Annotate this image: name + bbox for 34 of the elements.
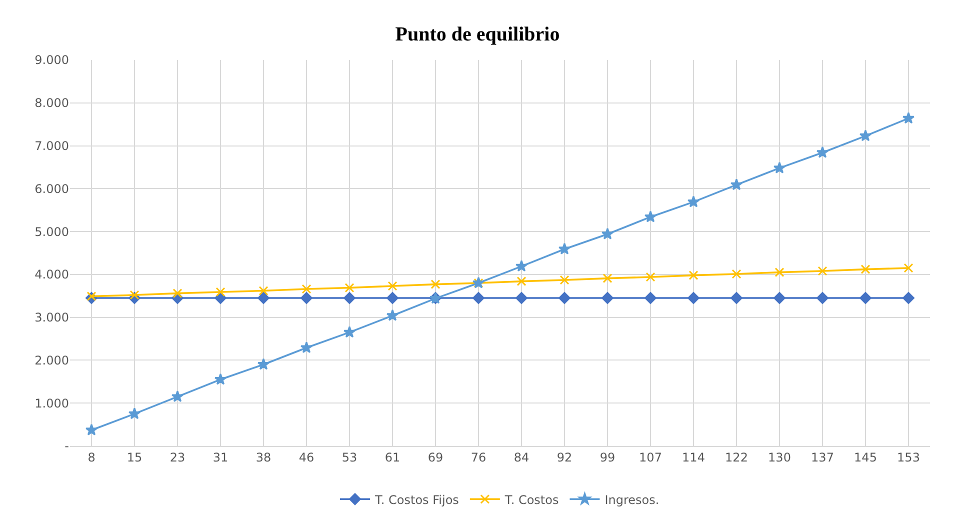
x-tick-label: 107 [639, 450, 662, 464]
x-tick-label: 130 [768, 450, 791, 464]
y-tick-label: 9.000 [34, 53, 69, 68]
chart-title: Punto de equilibrio [395, 23, 560, 46]
y-tick-label: 4.000 [34, 268, 69, 282]
x-tick-label: 76 [470, 450, 486, 464]
legend-label: T. Costos Fijos [374, 492, 459, 507]
x-tick-label: 46 [298, 450, 314, 464]
y-tick-label: 5.000 [34, 224, 69, 239]
y-tick-label: 1.000 [34, 396, 69, 410]
x-tick-label: 31 [212, 450, 228, 464]
x-tick-label: 61 [384, 450, 400, 464]
x-tick-label: 137 [811, 450, 834, 464]
x-tick-label: 122 [725, 450, 748, 464]
y-tick-label: 8.000 [34, 96, 69, 110]
y-tick-label: - [64, 439, 69, 454]
legend-label: T. Costos [504, 492, 559, 507]
x-tick-label: 23 [170, 450, 186, 464]
x-tick-label: 69 [428, 450, 444, 464]
y-tick-label: 3.000 [34, 310, 69, 325]
y-tick-label: 7.000 [34, 138, 69, 153]
x-tick-label: 15 [126, 450, 142, 464]
y-tick-label: 6.000 [34, 182, 69, 196]
y-tick-label: 2.000 [34, 353, 69, 368]
x-tick-label: 153 [897, 450, 920, 464]
x-tick-label: 145 [854, 450, 877, 464]
x-tick-label: 53 [342, 450, 358, 464]
x-tick-label: 99 [600, 450, 616, 464]
x-tick-label: 84 [514, 450, 530, 464]
x-tick-label: 38 [256, 450, 272, 464]
x-tick-label: 92 [556, 450, 572, 464]
x-tick-label: 8 [88, 450, 96, 464]
legend-label: Ingresos. [604, 492, 660, 507]
x-tick-label: 114 [682, 450, 705, 464]
